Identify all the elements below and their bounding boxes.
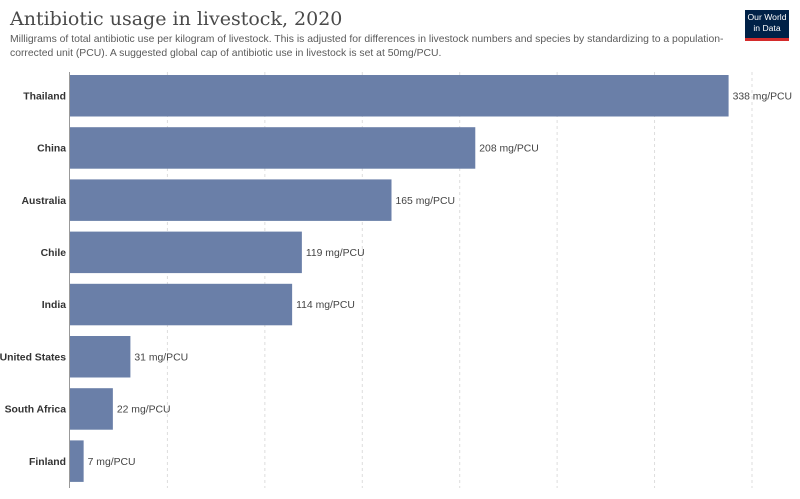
value-label: 119 mg/PCU: [306, 248, 365, 259]
owid-logo[interactable]: Our World in Data: [745, 10, 789, 41]
category-label: Australia: [22, 196, 67, 207]
bar-thailand[interactable]: [70, 75, 729, 117]
category-label: South Africa: [5, 405, 67, 416]
category-label: Finland: [29, 457, 66, 468]
logo-line-1: Our World: [747, 12, 787, 22]
bar-united-states[interactable]: [70, 336, 131, 378]
value-label: 22 mg/PCU: [117, 405, 171, 416]
value-label: 338 mg/PCU: [733, 91, 792, 102]
bar-south-africa[interactable]: [70, 388, 113, 430]
bar-india[interactable]: [70, 283, 293, 326]
logo-line-2: in Data: [753, 23, 781, 33]
value-label: 165 mg/PCU: [396, 196, 455, 207]
bar-china[interactable]: [70, 127, 476, 169]
bar-finland[interactable]: [70, 440, 84, 482]
category-label: United States: [0, 352, 66, 363]
value-label: 114 mg/PCU: [296, 300, 355, 311]
category-label: Thailand: [23, 91, 66, 102]
chart-title: Antibiotic usage in livestock, 2020: [10, 8, 343, 30]
category-label: Chile: [41, 248, 67, 259]
category-label: India: [42, 300, 66, 311]
value-label: 7 mg/PCU: [88, 457, 136, 468]
bar-australia[interactable]: [70, 179, 392, 221]
value-label: 208 mg/PCU: [479, 144, 538, 155]
category-label: China: [37, 144, 66, 155]
value-label: 31 mg/PCU: [134, 352, 188, 363]
chart-subtitle: Milligrams of total antibiotic use per k…: [10, 34, 724, 59]
bar-chile[interactable]: [70, 231, 302, 274]
